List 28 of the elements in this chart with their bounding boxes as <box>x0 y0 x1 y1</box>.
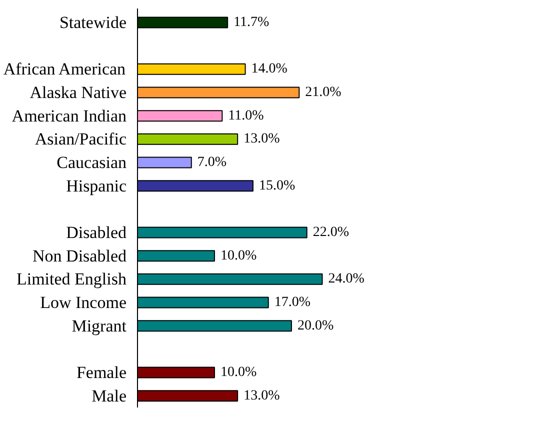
data-label: 10.0% <box>220 248 257 264</box>
y-tick-label: Alaska Native <box>30 83 127 102</box>
y-tick-label: Caucasian <box>56 153 127 172</box>
data-label: 17.0% <box>274 295 311 310</box>
y-tick-label: Hispanic <box>66 176 127 196</box>
data-label: 22.0% <box>312 225 350 240</box>
data-label: 11.7% <box>234 15 270 30</box>
y-tick-label: African American <box>3 60 126 79</box>
y-tick-label: Male <box>92 386 127 406</box>
data-label: 20.0% <box>297 318 334 334</box>
y-tick-label: Non Disabled <box>32 246 127 266</box>
y-tick-label: Disabled <box>66 223 127 242</box>
data-label: 13.0% <box>244 132 280 147</box>
data-label: 11.0% <box>228 108 264 124</box>
data-label: 15.0% <box>258 178 296 194</box>
y-tick-label: Female <box>76 363 127 382</box>
data-label: 14.0% <box>251 62 288 77</box>
y-tick-label: Migrant <box>72 316 127 336</box>
y-tick-label: Low Income <box>40 293 127 312</box>
data-label: 10.0% <box>220 365 257 380</box>
data-label: 21.0% <box>305 85 342 100</box>
data-label: 24.0% <box>328 272 365 287</box>
y-tick-label: Statewide <box>59 13 127 32</box>
y-tick-label: Limited English <box>16 270 127 289</box>
data-label: 13.0% <box>244 388 280 404</box>
data-label: 7.0% <box>197 155 227 170</box>
y-tick-label: Asian/Pacific <box>34 130 127 149</box>
y-tick-label: American Indian <box>12 106 127 126</box>
